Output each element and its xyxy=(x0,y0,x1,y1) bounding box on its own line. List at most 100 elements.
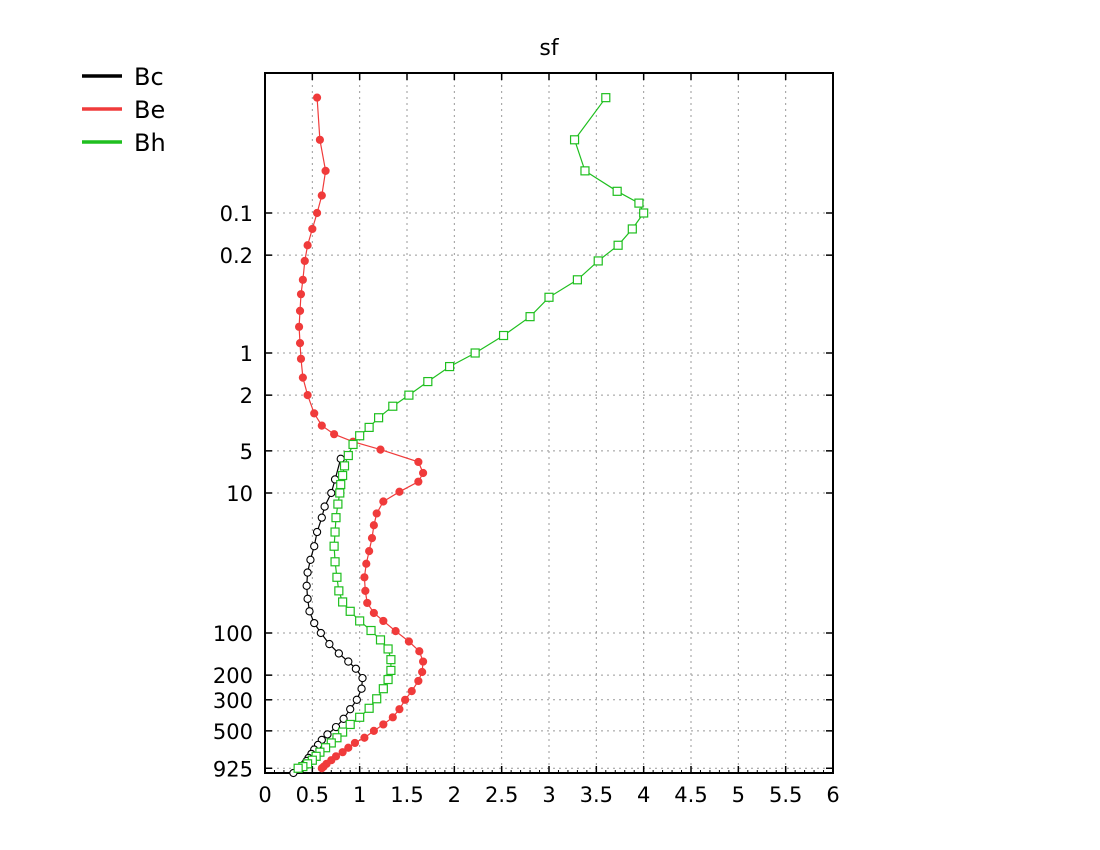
data-point xyxy=(312,208,322,218)
data-point xyxy=(338,470,348,481)
series-be xyxy=(294,93,428,773)
series-bh xyxy=(293,93,649,773)
data-point xyxy=(298,373,307,382)
data-point xyxy=(296,354,306,363)
data-point xyxy=(364,703,374,713)
data-point xyxy=(338,727,348,737)
data-point xyxy=(308,224,317,234)
data-point xyxy=(375,635,386,645)
y-tick-label: 0.2 xyxy=(220,244,253,268)
data-point xyxy=(343,450,353,461)
data-point xyxy=(357,684,366,693)
y-tick-label: 0.1 xyxy=(220,202,253,226)
y-tick-label: 300 xyxy=(213,689,253,713)
x-tick-label: 1 xyxy=(353,783,366,807)
y-tick-label: 100 xyxy=(213,622,253,646)
data-point xyxy=(360,733,369,742)
data-point xyxy=(423,376,433,387)
x-axis: 0 0.5 1 1.5 2 2.5 3 3.5 4 4.5 5 5.5 6 xyxy=(258,73,840,807)
data-point xyxy=(418,667,427,677)
data-point xyxy=(363,598,372,608)
data-point xyxy=(544,292,554,302)
data-point xyxy=(372,694,382,704)
data-point xyxy=(317,764,326,773)
data-point xyxy=(445,361,455,372)
data-point xyxy=(325,639,334,649)
data-point xyxy=(333,499,343,509)
data-point xyxy=(323,730,332,739)
data-point xyxy=(360,573,369,582)
data-point xyxy=(305,607,314,616)
data-point xyxy=(295,339,305,348)
chart-title: sf xyxy=(539,36,559,61)
data-point xyxy=(378,684,388,694)
legend-item-bc: Bc xyxy=(82,63,164,91)
data-point xyxy=(407,686,416,696)
data-point xyxy=(317,421,326,430)
data-point xyxy=(401,695,410,704)
data-point xyxy=(379,497,388,506)
data-point xyxy=(415,647,424,656)
data-point xyxy=(386,655,396,665)
data-point xyxy=(316,628,326,638)
data-point xyxy=(418,468,428,478)
data-point xyxy=(612,186,622,196)
data-point xyxy=(580,166,590,176)
data-point xyxy=(414,457,423,467)
data-point xyxy=(355,616,365,626)
data-point xyxy=(310,618,319,628)
data-point xyxy=(525,312,535,322)
data-point xyxy=(345,719,355,730)
data-point xyxy=(369,608,378,618)
legend-item-bh: Bh xyxy=(82,129,166,157)
x-tick-label: 1.5 xyxy=(390,783,423,807)
data-point xyxy=(572,275,583,285)
data-point xyxy=(336,479,346,490)
data-point xyxy=(345,606,355,616)
y-tick-label: 925 xyxy=(213,757,253,781)
x-tick-label: 2.5 xyxy=(485,783,518,807)
legend-item-be: Be xyxy=(82,96,165,124)
series-line xyxy=(297,97,645,769)
grid xyxy=(265,73,833,773)
data-point xyxy=(366,625,376,636)
data-point xyxy=(395,705,404,714)
data-point xyxy=(358,673,367,683)
y-tick-label: 1 xyxy=(240,342,253,366)
data-point xyxy=(386,665,396,676)
data-point xyxy=(388,713,397,722)
data-point xyxy=(296,290,306,299)
data-point xyxy=(367,534,377,543)
data-point xyxy=(334,649,343,658)
data-point xyxy=(339,461,350,471)
legend: Bc Be Bh xyxy=(82,63,166,157)
data-point xyxy=(391,627,400,636)
data-point xyxy=(414,477,423,486)
data-point xyxy=(355,431,365,441)
data-point xyxy=(350,738,360,748)
y-tick-label: 2 xyxy=(240,384,253,408)
y-tick-label: 200 xyxy=(213,664,253,688)
data-point xyxy=(303,568,312,577)
data-point xyxy=(331,722,341,732)
data-point xyxy=(326,738,336,748)
data-point xyxy=(331,513,341,523)
legend-label: Bc xyxy=(134,63,164,91)
data-point xyxy=(372,509,381,518)
data-point xyxy=(344,657,353,666)
data-point xyxy=(379,720,388,729)
data-point xyxy=(418,657,428,666)
data-point xyxy=(344,743,353,752)
series-layer xyxy=(289,93,649,778)
x-tick-label: 3.5 xyxy=(580,783,613,807)
data-point xyxy=(310,542,319,551)
y-tick-label: 10 xyxy=(226,482,253,506)
x-tick-label: 4 xyxy=(637,783,650,807)
x-tick-label: 0.5 xyxy=(296,783,329,807)
data-point xyxy=(470,348,480,358)
data-point xyxy=(355,712,365,722)
data-point xyxy=(569,135,580,145)
data-point xyxy=(332,572,342,582)
